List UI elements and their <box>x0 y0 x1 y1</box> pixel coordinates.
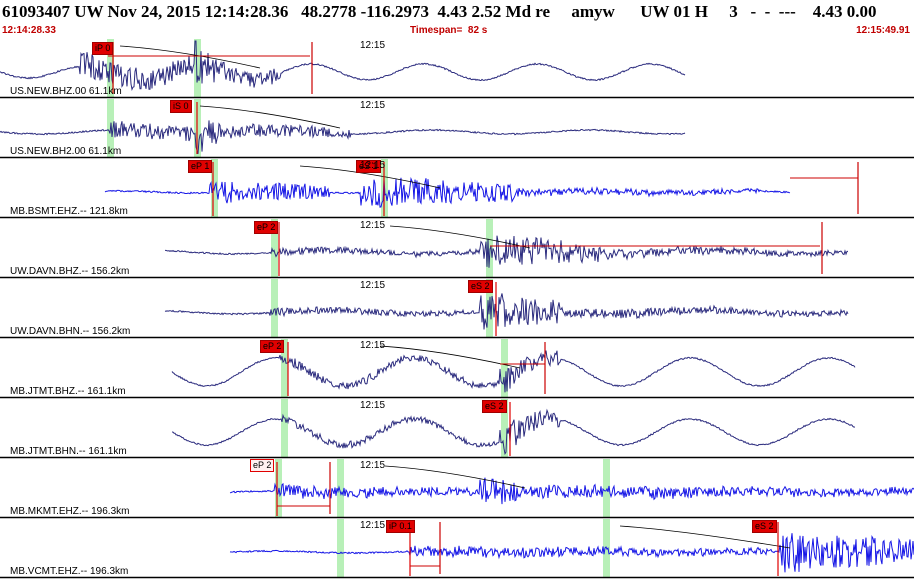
window-end-time: 12:15:49.91 <box>856 25 910 36</box>
trace-panel[interactable] <box>164 279 849 337</box>
trace-panel[interactable] <box>229 459 914 517</box>
seismic-trace <box>165 235 848 268</box>
waveform-canvas[interactable] <box>0 38 914 580</box>
seismic-trace <box>104 176 791 208</box>
phase-pick-label[interactable]: eS 1 <box>356 160 381 173</box>
phase-marker <box>337 459 344 517</box>
seismic-trace <box>164 293 849 330</box>
time-tick-label: 12:15 <box>360 40 386 51</box>
channel-label: UW.DAVN.BHN.-- 156.2km <box>10 326 131 337</box>
seismic-trace <box>171 350 856 393</box>
channel-label: MB.BSMT.EHZ.-- 121.8km <box>10 206 128 217</box>
seismic-trace <box>0 40 686 92</box>
phase-pick-label[interactable]: eS 2 <box>482 400 507 413</box>
trace-panel[interactable] <box>104 159 859 217</box>
phase-pick-label[interactable]: eP 1 <box>188 160 213 173</box>
model-travel-time-curve <box>619 525 791 549</box>
channel-label: MB.MKMT.EHZ.-- 196.3km <box>10 506 130 517</box>
timespan-readout: Timespan= 82 s <box>410 25 488 36</box>
event-summary-line: 61093407 UW Nov 24, 2015 12:14:28.36 48.… <box>2 2 877 21</box>
phase-marker <box>486 219 493 277</box>
time-tick-label: 12:15 <box>360 520 386 531</box>
phase-pick-label[interactable]: iP 0 <box>92 42 114 55</box>
trace-panel[interactable] <box>0 39 686 97</box>
channel-label: US.NEW.BHZ.00 61.1km <box>10 86 122 97</box>
seismic-trace <box>0 120 686 155</box>
phase-marker <box>501 399 508 457</box>
trace-panel[interactable] <box>171 339 856 397</box>
seismic-trace <box>229 533 914 573</box>
phase-pick-label[interactable]: eP 2 <box>250 459 275 472</box>
channel-label: US.NEW.BH2.00 61.1km <box>10 146 122 157</box>
window-start-time: 12:14:28.33 <box>2 25 56 36</box>
channel-label: MB.VCMT.EHZ.-- 196.3km <box>10 566 129 577</box>
seismic-trace <box>229 477 914 505</box>
phase-pick-label[interactable]: iP 0.1 <box>386 520 415 533</box>
phase-marker <box>194 39 201 97</box>
model-travel-time-curve <box>384 465 526 489</box>
model-travel-time-curve <box>299 165 441 189</box>
phase-pick-label[interactable]: eS 2 <box>752 520 777 533</box>
waveform-panels[interactable]: iP 0 12:15 US.NEW.BHZ.00 61.1km iS 0 12:15 US… <box>0 38 914 580</box>
phase-marker <box>281 399 288 457</box>
channel-label: UW.DAVN.BHZ.-- 156.2km <box>10 266 130 277</box>
time-tick-label: 12:15 <box>360 160 386 171</box>
phase-marker <box>501 339 508 397</box>
phase-marker <box>107 39 114 97</box>
time-tick-label: 12:15 <box>360 340 386 351</box>
model-travel-time-curve <box>119 45 261 69</box>
phase-marker <box>271 219 278 277</box>
model-travel-time-curve <box>199 105 341 129</box>
phase-pick-label[interactable]: iS 0 <box>170 100 192 113</box>
time-tick-label: 12:15 <box>360 400 386 411</box>
trace-panel[interactable] <box>0 99 686 157</box>
channel-label: MB.JTMT.BHZ.-- 161.1km <box>10 386 126 397</box>
phase-pick-label[interactable]: eS 2 <box>468 280 493 293</box>
trace-panel[interactable] <box>229 519 914 577</box>
time-tick-label: 12:15 <box>360 100 386 111</box>
model-travel-time-curve <box>389 225 531 249</box>
event-header: 61093407 UW Nov 24, 2015 12:14:28.36 48.… <box>0 0 914 38</box>
phase-marker <box>271 279 278 337</box>
time-tick-label: 12:15 <box>360 220 386 231</box>
phase-marker <box>281 339 288 397</box>
phase-pick-label[interactable]: eP 2 <box>254 221 279 234</box>
time-tick-label: 12:15 <box>360 460 386 471</box>
seismic-trace <box>171 408 856 456</box>
trace-panel[interactable] <box>171 399 856 457</box>
phase-marker <box>603 459 610 517</box>
phase-marker <box>337 519 344 577</box>
channel-label: MB.JTMT.BHN.-- 161.1km <box>10 446 127 457</box>
trace-panel[interactable] <box>165 219 848 277</box>
time-tick-label: 12:15 <box>360 280 386 291</box>
phase-pick-label[interactable]: eP 2 <box>260 340 285 353</box>
